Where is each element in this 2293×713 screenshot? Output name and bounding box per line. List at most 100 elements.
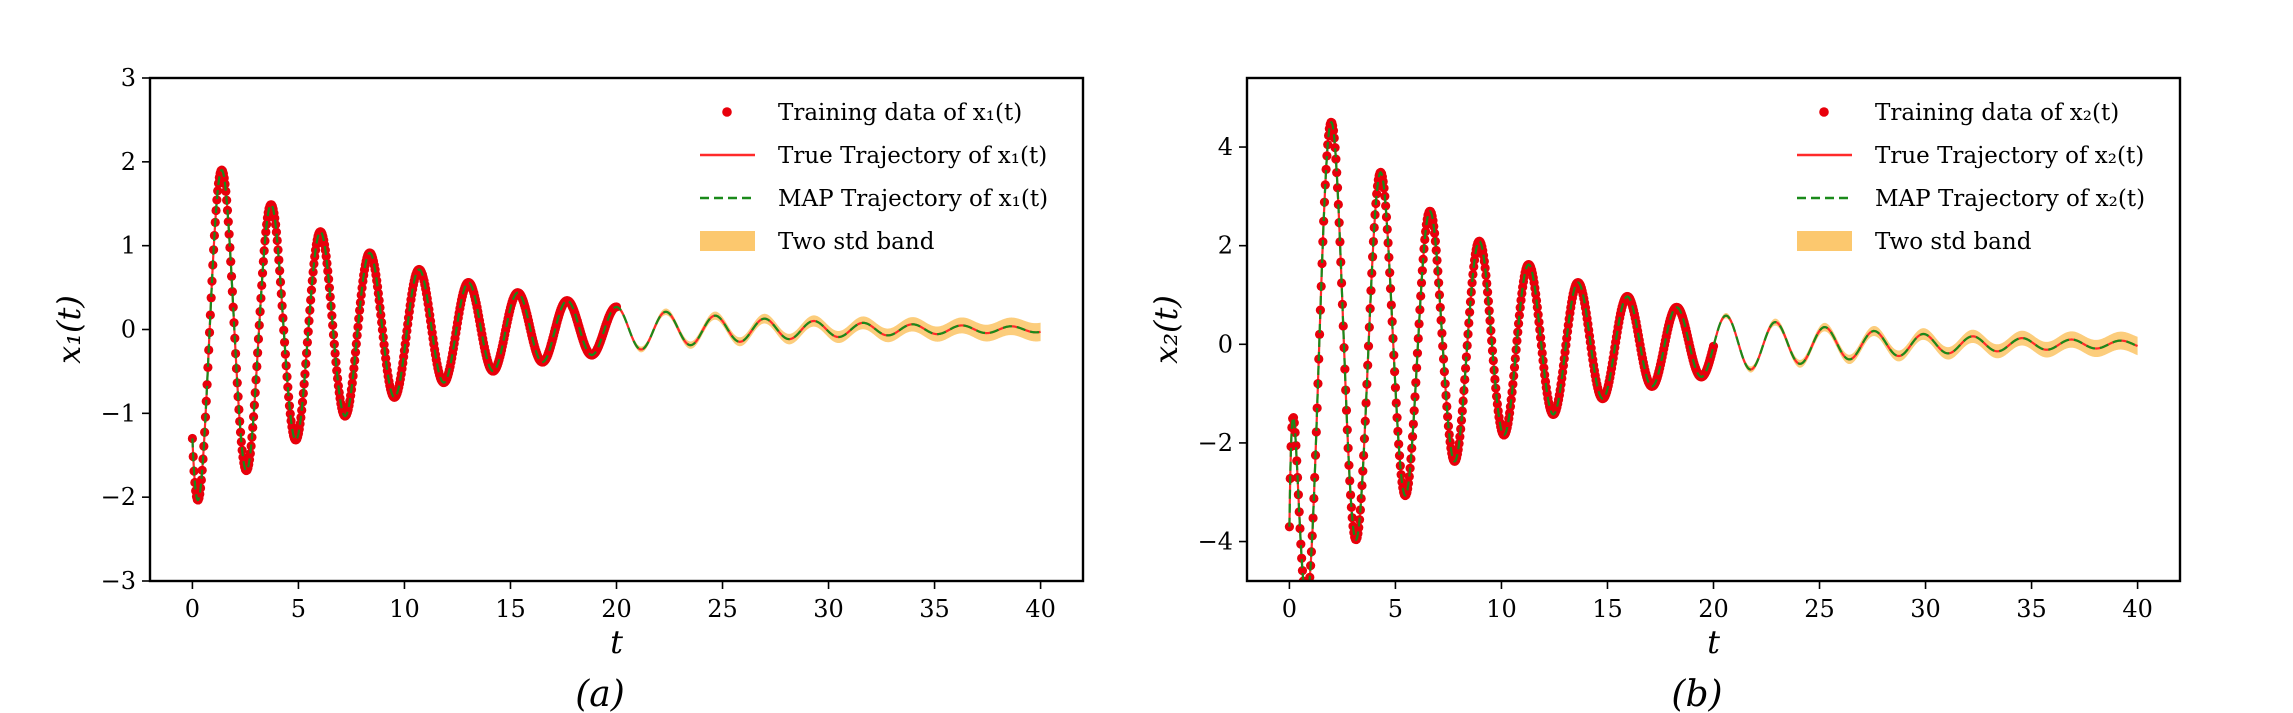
training-point: [1465, 307, 1475, 317]
training-point: [1296, 539, 1306, 549]
x-tick-label: 40: [2122, 595, 2153, 623]
training-point: [374, 295, 384, 305]
training-point: [323, 266, 333, 276]
map-trajectory-line: [1288, 120, 2138, 581]
training-point: [1372, 189, 1382, 199]
training-point: [1319, 216, 1329, 226]
training-point: [306, 285, 317, 295]
training-point: [1438, 354, 1449, 364]
training-point: [223, 217, 233, 227]
training-point: [1537, 348, 1547, 358]
training-point: [196, 475, 206, 485]
training-point: [349, 363, 359, 373]
training-point: [1437, 328, 1447, 338]
training-point: [235, 427, 246, 437]
training-point: [1290, 427, 1300, 438]
training-point: [1354, 522, 1364, 533]
training-point: [376, 310, 386, 320]
legend-marker-band: [700, 231, 755, 251]
legend-label: True Trajectory of x₁(t): [778, 143, 1047, 169]
training-point: [1311, 427, 1321, 437]
training-point: [353, 322, 363, 332]
training-point: [283, 382, 293, 392]
training-point: [227, 287, 237, 297]
training-point: [1345, 490, 1356, 500]
y-axis-label: x₁(t): [50, 295, 88, 364]
training-point: [1322, 151, 1332, 161]
x-tick-label: 5: [1388, 595, 1403, 623]
legend-marker-band: [1797, 231, 1852, 251]
panel-caption: (a): [575, 674, 625, 713]
training-point: [1429, 228, 1440, 238]
training-point: [1516, 295, 1526, 305]
training-point: [306, 295, 316, 305]
training-point: [1409, 406, 1419, 416]
training-point: [1385, 283, 1396, 294]
training-point: [261, 227, 271, 237]
training-point: [1512, 336, 1522, 346]
training-point: [1410, 392, 1420, 402]
training-point: [1508, 379, 1518, 389]
training-point: [275, 266, 285, 276]
training-point: [1536, 332, 1546, 343]
true-trajectory-line: [191, 168, 1041, 502]
training-point: [1415, 305, 1425, 315]
training-point: [1394, 450, 1405, 461]
training-point: [1302, 595, 1311, 604]
training-point: [1558, 360, 1569, 371]
training-point: [257, 268, 268, 278]
training-point: [1412, 348, 1423, 358]
training-point: [1310, 472, 1320, 483]
x-tick-label: 15: [495, 595, 526, 623]
training-point: [206, 293, 216, 303]
training-point: [1358, 466, 1368, 476]
training-point: [1492, 399, 1502, 409]
training-point: [327, 311, 337, 321]
training-point: [1436, 315, 1446, 325]
training-point: [271, 227, 282, 237]
training-point: [1560, 347, 1570, 357]
training-point: [350, 347, 361, 357]
x-tick-label: 10: [1486, 595, 1517, 623]
legend-label: Training data of x₁(t): [778, 100, 1022, 126]
training-point: [1332, 167, 1342, 178]
training-point: [302, 337, 312, 348]
training-point: [285, 409, 295, 419]
legend-label: MAP Trajectory of x₂(t): [1875, 186, 2145, 212]
training-point: [279, 325, 289, 335]
training-point: [228, 302, 238, 312]
training-point: [1330, 142, 1340, 153]
training-point: [1314, 329, 1325, 339]
training-point: [1300, 591, 1309, 600]
x-tick-label: 0: [185, 595, 200, 623]
training-point: [1411, 377, 1421, 388]
training-point: [1467, 278, 1477, 288]
training-point: [1301, 594, 1310, 603]
training-point: [1393, 426, 1403, 436]
training-point: [202, 379, 212, 390]
training-point: [1303, 593, 1312, 602]
legend: Training data of x₂(t) True Trajectory of…: [1797, 100, 2145, 255]
y-tick-label: −2: [101, 483, 136, 511]
legend-marker-training: [1819, 107, 1829, 117]
training-point: [377, 325, 388, 335]
training-point: [1357, 480, 1367, 491]
training-point: [1416, 291, 1426, 301]
training-point: [1408, 419, 1418, 429]
legend-label: Training data of x₂(t): [1875, 100, 2119, 126]
training-point: [1487, 346, 1498, 356]
training-point: [1514, 310, 1524, 321]
training-point: [1417, 266, 1427, 276]
x-tick-label: 35: [919, 595, 950, 623]
training-point: [226, 271, 237, 282]
training-point: [325, 292, 335, 302]
training-point: [1321, 164, 1331, 174]
training-point: [1291, 440, 1301, 451]
training-point: [221, 186, 231, 196]
training-point: [303, 327, 313, 337]
training-point: [1299, 585, 1308, 594]
training-point: [1438, 341, 1448, 351]
training-point: [1335, 237, 1345, 247]
training-point: [245, 448, 255, 459]
